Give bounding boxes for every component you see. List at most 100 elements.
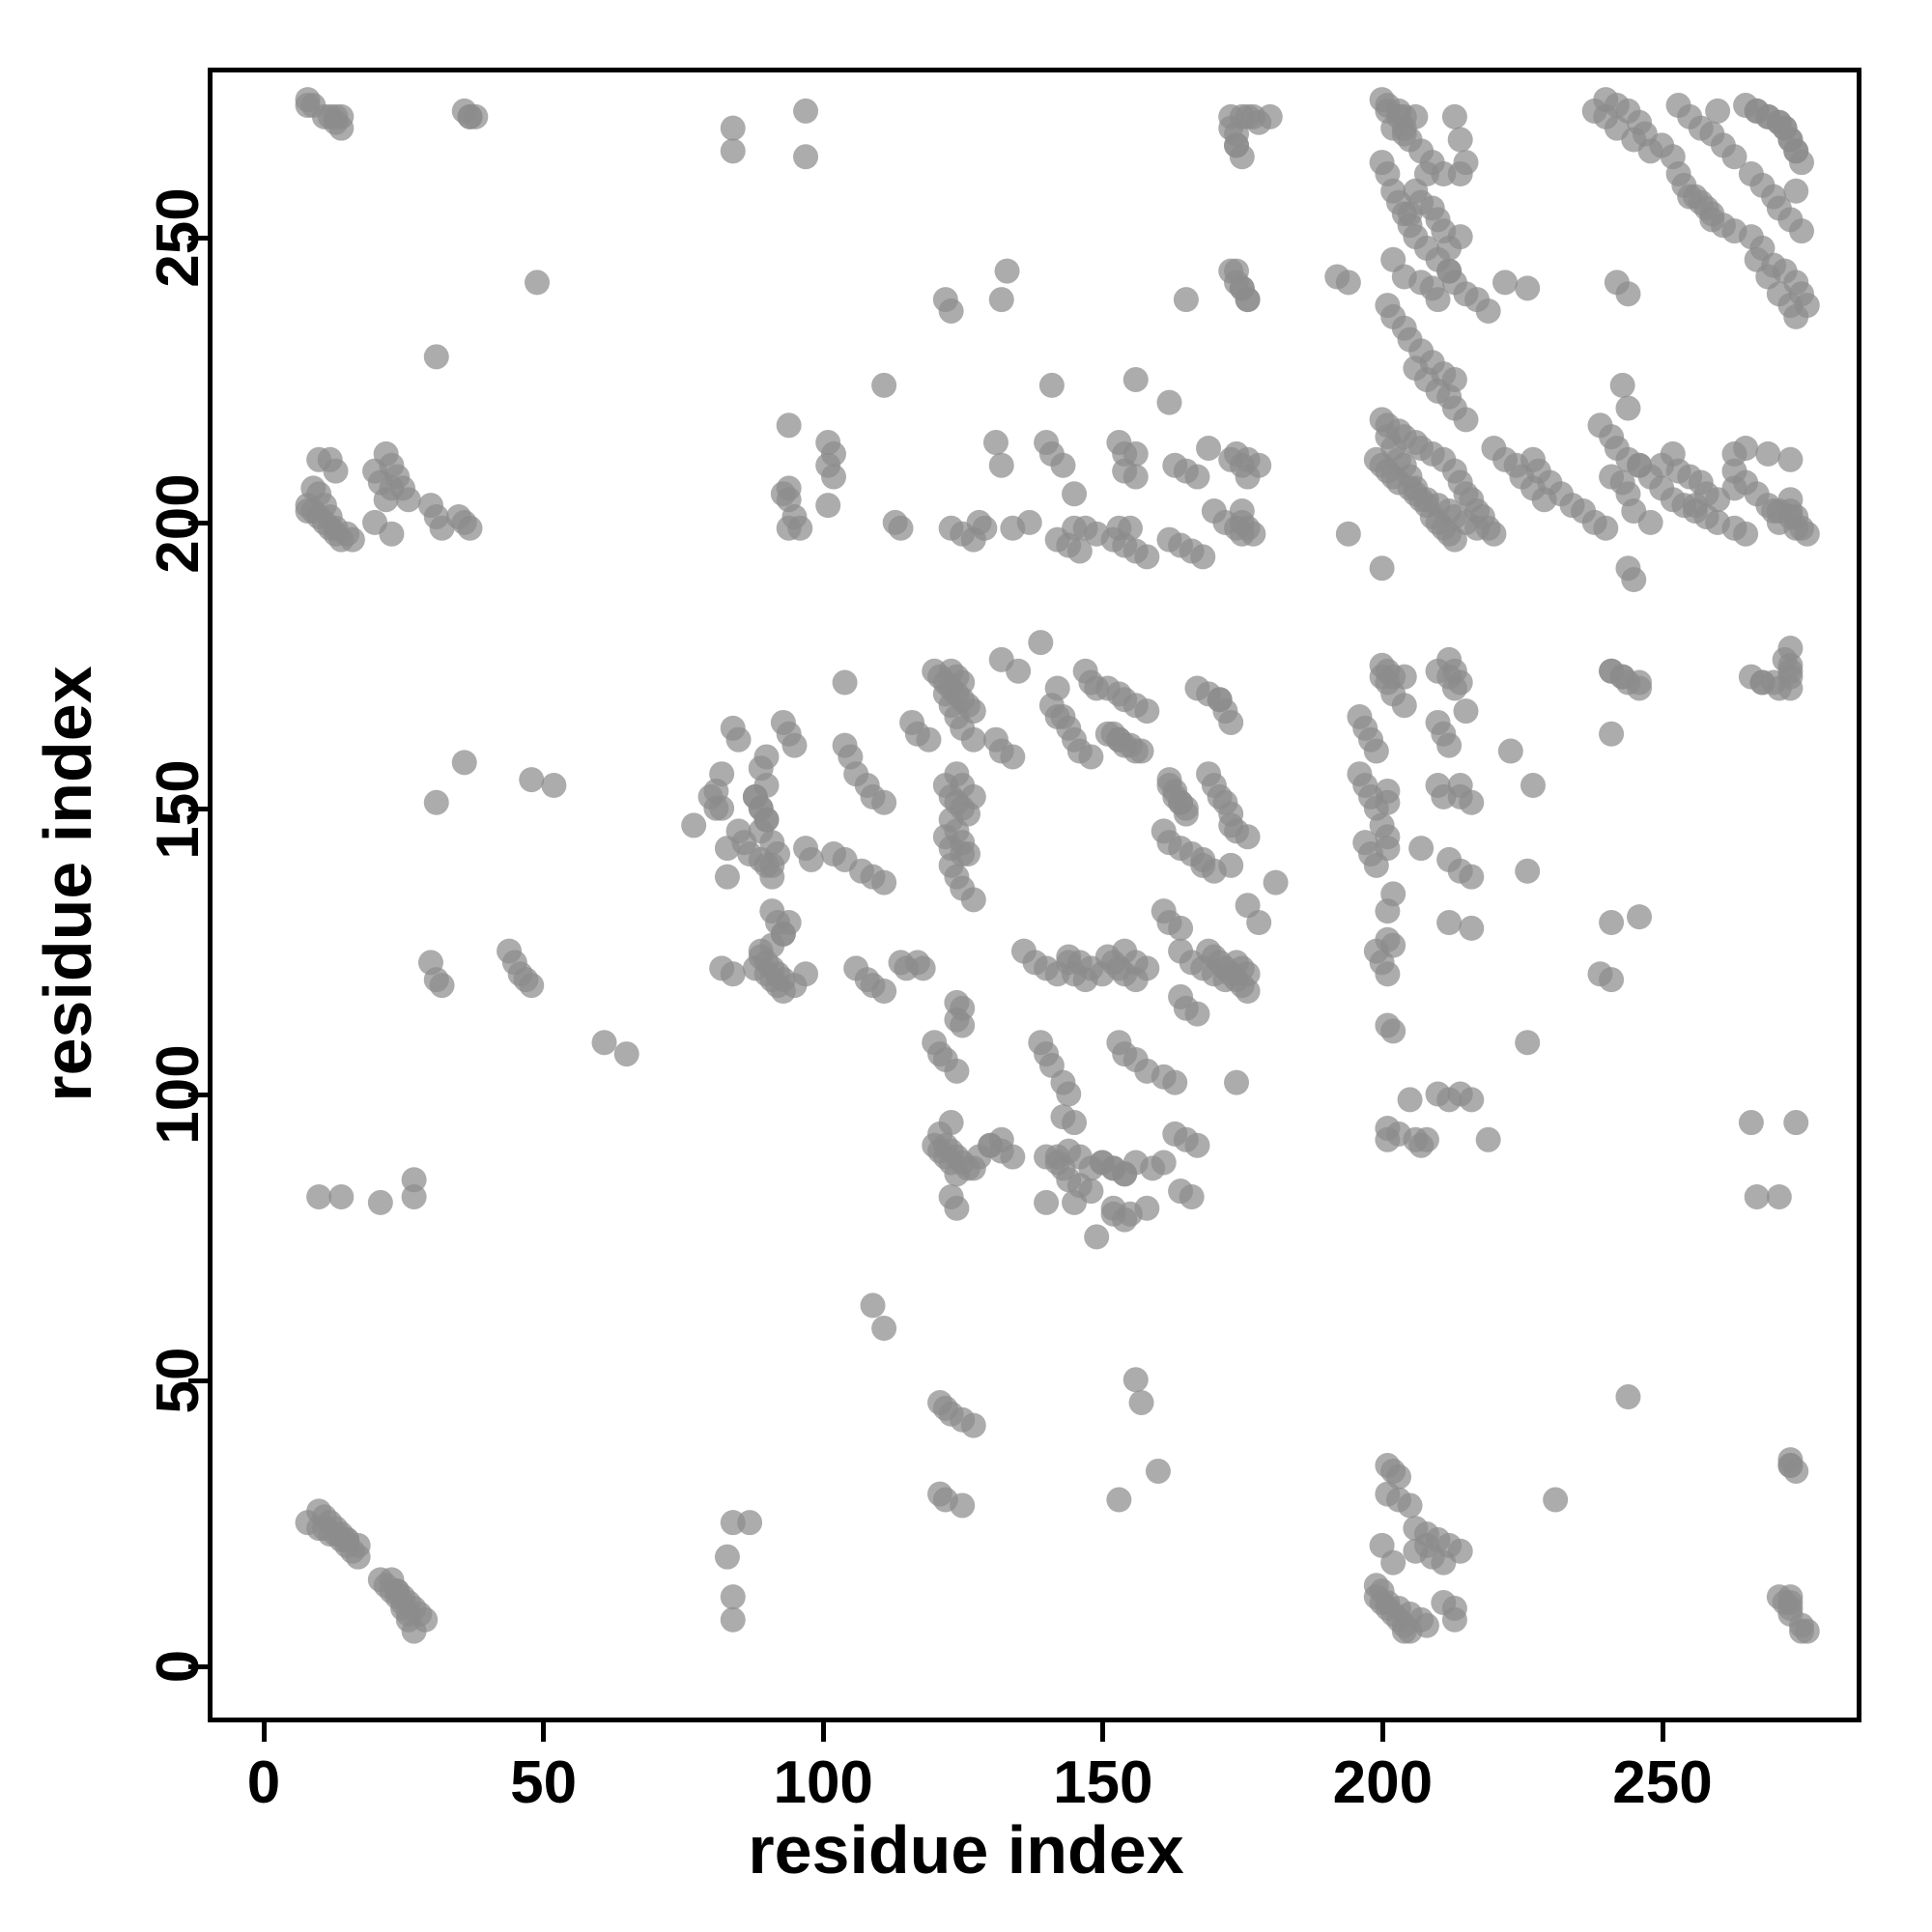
scatter-point <box>519 973 545 999</box>
scatter-point <box>1425 1081 1451 1107</box>
scatter-point <box>1744 1183 1770 1209</box>
scatter-point <box>1207 687 1233 713</box>
scatter-point <box>860 1293 886 1319</box>
scatter-point <box>1766 675 1792 701</box>
scatter-point <box>1431 1549 1457 1576</box>
scatter-point <box>1257 103 1283 129</box>
scatter-point <box>1447 127 1473 153</box>
scatter-point <box>1050 1104 1076 1130</box>
scatter-point <box>1106 1487 1132 1513</box>
y-axis-label: residue index <box>30 666 105 1102</box>
scatter-point <box>1380 881 1406 907</box>
scatter-point <box>1475 1126 1501 1152</box>
scatter-point <box>1593 87 1619 113</box>
scatter-point <box>888 515 914 541</box>
scatter-point <box>1224 1069 1250 1095</box>
scatter-point <box>1235 961 1261 987</box>
scatter-point <box>1777 446 1804 472</box>
scatter-point <box>1168 1179 1194 1205</box>
scatter-point <box>1453 698 1479 724</box>
scatter-point <box>423 344 449 370</box>
scatter-point <box>1375 1012 1401 1038</box>
scatter-point <box>1677 184 1703 210</box>
scatter-point <box>720 115 746 141</box>
scatter-point <box>938 807 964 833</box>
scatter-point <box>362 458 388 484</box>
scatter-point <box>793 961 819 987</box>
scatter-point <box>709 761 735 787</box>
scatter-point <box>737 1510 763 1536</box>
scatter-point <box>1766 1183 1792 1209</box>
scatter-point <box>988 1126 1014 1152</box>
scatter-point <box>1375 1126 1401 1152</box>
scatter-point <box>776 475 802 501</box>
scatter-point <box>1453 407 1479 433</box>
scatter-point <box>1794 1618 1820 1644</box>
scatter-point <box>944 989 970 1015</box>
plot-area <box>208 68 1861 1722</box>
scatter-point <box>1391 664 1417 690</box>
scatter-point <box>1705 98 1731 124</box>
scatter-point <box>1408 836 1435 862</box>
scatter-point <box>1263 869 1289 895</box>
scatter-point <box>927 1389 953 1415</box>
scatter-point <box>613 1041 639 1067</box>
scatter-point <box>1733 521 1759 547</box>
scatter-point <box>854 967 880 993</box>
scatter-point <box>1375 961 1401 987</box>
scatter-point <box>1062 1189 1088 1215</box>
scatter-point <box>944 1195 970 1221</box>
scatter-point <box>832 732 858 758</box>
scatter-point <box>938 515 964 541</box>
scatter-point <box>306 1183 332 1209</box>
scatter-point <box>793 98 819 124</box>
scatter-point <box>328 1183 355 1209</box>
scatter-point <box>1413 1612 1439 1638</box>
scatter-point <box>591 1030 617 1056</box>
scatter-point <box>1375 293 1401 319</box>
scatter-point <box>1447 669 1473 696</box>
scatter-point <box>1413 1126 1439 1152</box>
scatter-point <box>1038 1052 1065 1078</box>
scatter-point <box>1134 1195 1160 1221</box>
scatter-point <box>1038 372 1065 398</box>
scatter-point <box>950 1492 976 1519</box>
x-axis-tick <box>1660 1722 1665 1742</box>
scatter-point <box>1615 395 1641 421</box>
scatter-point <box>988 452 1014 478</box>
scatter-point <box>1122 366 1149 392</box>
scatter-point <box>451 98 477 124</box>
scatter-point <box>793 144 819 170</box>
x-axis-label: residue index <box>748 1812 1184 1888</box>
scatter-point <box>1699 207 1725 233</box>
x-axis-tick <box>820 1722 826 1742</box>
scatter-point <box>1587 412 1613 439</box>
scatter-point <box>1363 446 1389 472</box>
scatter-point <box>871 372 897 398</box>
x-axis-tick-label: 100 <box>773 1749 873 1816</box>
scatter-point <box>1050 452 1076 478</box>
scatter-point <box>1789 218 1815 244</box>
x-axis-tick-label: 200 <box>1332 1749 1434 1816</box>
scatter-point <box>1599 967 1625 993</box>
scatter-point <box>714 1544 740 1570</box>
scatter-point <box>1335 521 1361 547</box>
scatter-point <box>1543 1487 1569 1513</box>
scatter-point <box>988 287 1014 313</box>
scatter-point <box>1335 270 1361 296</box>
scatter-point <box>944 761 970 787</box>
scatter-point <box>1168 983 1194 1009</box>
scatter-point <box>1481 435 1507 461</box>
scatter-point <box>1497 738 1523 764</box>
scatter-point <box>445 503 471 529</box>
scatter-point <box>982 430 1009 456</box>
scatter-point <box>1156 389 1182 415</box>
scatter-point <box>1235 893 1261 919</box>
y-axis-tick-label: 200 <box>145 473 212 574</box>
scatter-point <box>1794 521 1820 547</box>
x-axis-tick <box>541 1722 547 1742</box>
scatter-point <box>417 950 443 976</box>
scatter-point <box>1173 287 1199 313</box>
scatter-point <box>1481 521 1507 547</box>
scatter-point <box>932 1046 958 1072</box>
